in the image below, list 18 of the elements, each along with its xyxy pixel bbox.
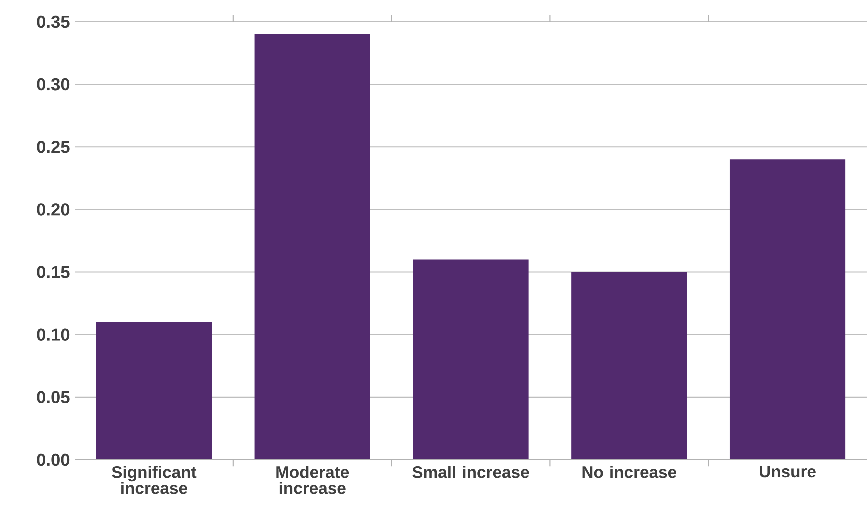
x-tick-label: Small increase [412,466,530,478]
x-tick-label: No increase [582,466,677,478]
bar [96,322,212,460]
y-tick-label: 0.10 [37,328,70,341]
x-tick-label: Unsure [760,466,816,478]
y-tick-label: 0.05 [37,391,70,404]
y-tick-label: 0.35 [37,16,70,28]
y-tick-label: 0.15 [37,266,70,278]
x-tick-label: Significant increase [112,466,197,494]
bar [413,260,529,460]
y-tick-label: 0.30 [37,78,70,91]
bar [254,34,370,460]
y-tick-label: 0.00 [37,454,70,466]
bar [572,272,688,460]
x-tick-label: Moderate increase [276,466,350,494]
bar [730,160,846,460]
y-tick-label: 0.20 [37,204,70,216]
y-tick-label: 0.25 [37,140,70,154]
